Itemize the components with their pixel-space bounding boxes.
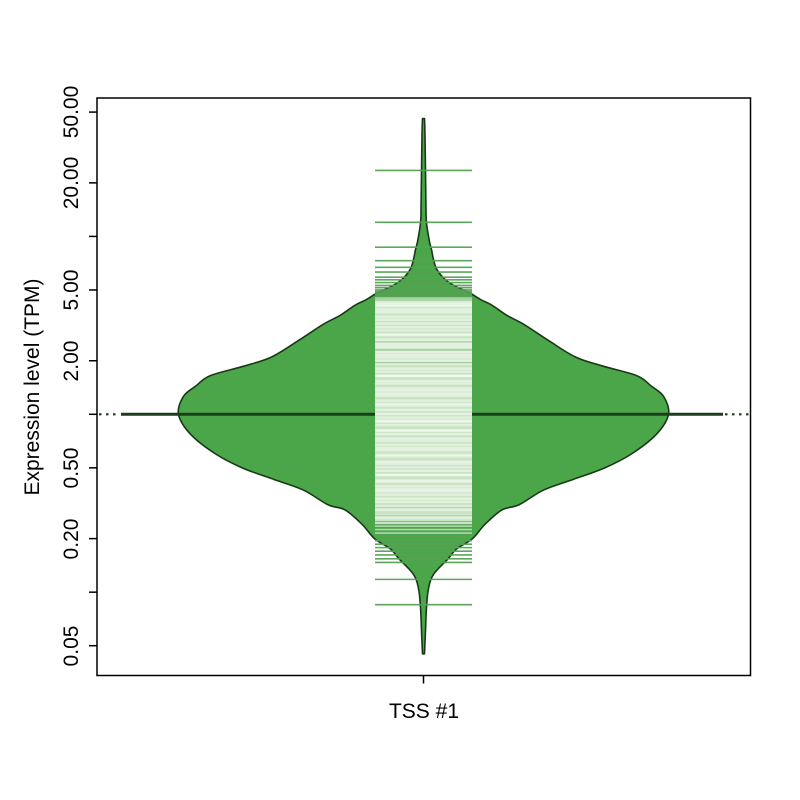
y-axis-title: Expression level (TPM)	[21, 278, 44, 496]
y-tick-label: 0.50	[60, 447, 83, 489]
y-tick-label: 20.00	[60, 156, 83, 210]
y-tick-label: 2.00	[60, 340, 83, 382]
y-tick-label: 0.20	[60, 518, 83, 560]
x-category-label: TSS #1	[388, 700, 460, 723]
y-tick-label: 0.05	[60, 625, 83, 667]
y-tick-label: 50.00	[60, 85, 83, 139]
dense-data-band	[375, 300, 472, 522]
y-tick-label: 5.00	[60, 269, 83, 311]
